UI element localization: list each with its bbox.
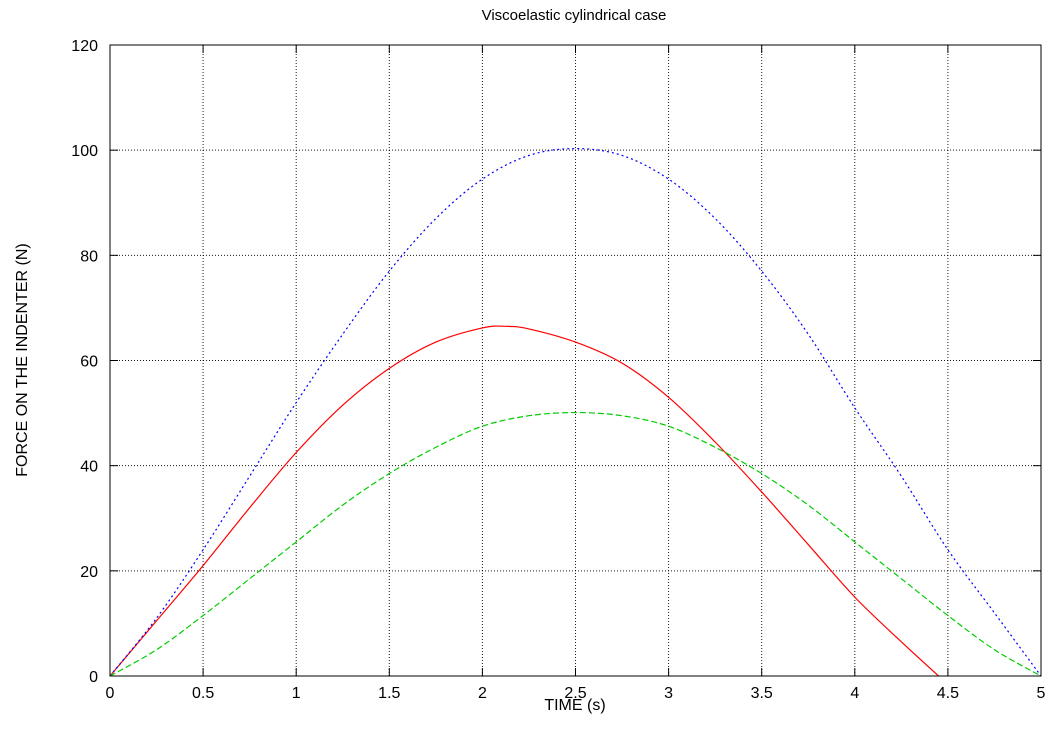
x-tick-label: 3 (664, 685, 673, 702)
x-tick-label: 1.5 (378, 685, 400, 702)
grid (110, 45, 1041, 676)
x-tick-label: 4.5 (937, 685, 959, 702)
x-tick-label: 1 (292, 685, 301, 702)
x-tick-label: 5 (1037, 685, 1046, 702)
x-tick-label: 3.5 (751, 685, 773, 702)
y-tick-label: 120 (71, 38, 98, 55)
x-axis-label: TIME (s) (544, 697, 605, 714)
series-line-green (109, 411, 1042, 677)
series-line-red (109, 325, 939, 677)
x-tick-label: 0.5 (192, 685, 214, 702)
y-tick-label: 100 (71, 143, 98, 160)
y-tick-label: 0 (89, 669, 98, 686)
y-tick-label: 40 (80, 459, 98, 476)
series-line-blue (109, 147, 1042, 677)
x-axis: 0 0.5 1 1.5 2 2.5 3 3.5 4 4.5 5 (106, 45, 1046, 702)
chart-title: Viscoelastic cylindrical case (482, 7, 667, 24)
x-tick-label: 2.5 (564, 685, 586, 702)
x-tick-label: 0 (106, 685, 115, 702)
x-tick-label: 2 (478, 685, 487, 702)
series-group (109, 147, 1042, 677)
y-tick-label: 20 (80, 564, 98, 581)
y-tick-label: 80 (80, 248, 98, 265)
y-tick-label: 60 (80, 354, 98, 371)
y-axis-label: FORCE ON THE INDENTER (N) (14, 243, 31, 476)
x-tick-label: 4 (850, 685, 859, 702)
y-axis: 0 20 40 60 80 100 120 (71, 38, 1041, 686)
